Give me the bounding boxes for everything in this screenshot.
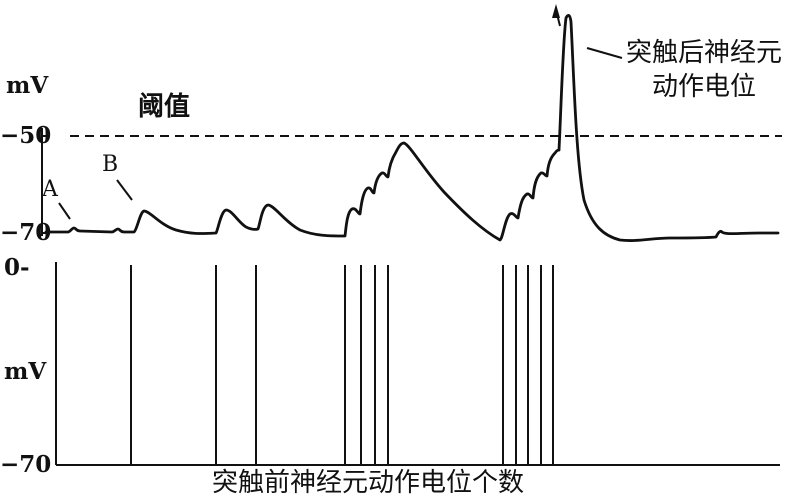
marker-a-label: A <box>42 177 58 202</box>
bottom-tick-label-zero: 0- <box>4 254 30 281</box>
marker-b-leader <box>116 179 133 201</box>
top-tick-label-minus50: −50 <box>0 122 52 149</box>
postsynaptic-ap-label-line2: 动作电位 <box>652 72 757 102</box>
threshold-label: 阈值 <box>138 92 191 122</box>
postsynaptic-ap-label-line1: 突触后神经元 <box>626 38 783 68</box>
membrane-potential-trace <box>44 13 780 242</box>
top-unit-label: mV <box>6 72 49 99</box>
marker-b-label: B <box>102 152 119 177</box>
bottom-unit-label: mV <box>4 358 47 385</box>
presynaptic-caption: 突触前神经元动作电位个数 <box>212 468 525 498</box>
marker-a-leader <box>58 202 71 220</box>
action-potential-arrow-shaft <box>555 9 561 27</box>
top-tick-label-minus70: −70 <box>0 219 52 246</box>
bottom-tick-label-minus70: −70 <box>0 451 52 478</box>
postsynaptic-pointer <box>586 47 623 59</box>
presynaptic-spikes <box>130 265 554 465</box>
